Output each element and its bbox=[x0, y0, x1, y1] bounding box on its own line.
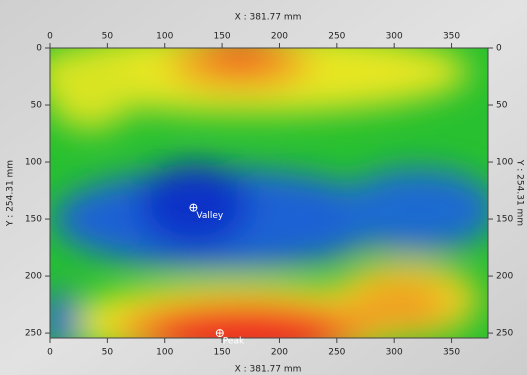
x-tick-label-bottom: 350 bbox=[443, 348, 460, 358]
y-axis-title-left: Y : 254.31 mm bbox=[6, 160, 16, 227]
x-tick-label-bottom: 0 bbox=[47, 348, 53, 358]
plot-frame bbox=[49, 47, 489, 339]
y-tick-label-right: 150 bbox=[496, 215, 513, 225]
y-tick-label-left: 50 bbox=[31, 101, 43, 111]
x-axis-title-bottom: X : 381.77 mm bbox=[235, 365, 302, 375]
annotation-label: Valley bbox=[196, 211, 224, 221]
x-tick-label-top: 200 bbox=[271, 32, 288, 42]
y-axis-title-right: Y : 254.31 mm bbox=[515, 159, 525, 226]
y-tick-label-left: 0 bbox=[36, 44, 42, 54]
x-tick-label-top: 100 bbox=[156, 32, 173, 42]
x-tick-label-bottom: 150 bbox=[213, 348, 230, 358]
y-tick-label-right: 200 bbox=[496, 272, 513, 282]
x-tick-label-bottom: 250 bbox=[328, 348, 345, 358]
x-tick-label-bottom: 200 bbox=[271, 348, 288, 358]
annotation-marker bbox=[215, 329, 224, 338]
x-tick-label-top: 0 bbox=[47, 32, 53, 42]
y-tick-label-left: 150 bbox=[25, 215, 42, 225]
x-tick-label-top: 150 bbox=[213, 32, 230, 42]
x-tick-label-bottom: 100 bbox=[156, 348, 173, 358]
x-axis-title-top: X : 381.77 mm bbox=[235, 13, 302, 23]
annotation-label: Peak bbox=[223, 337, 245, 347]
y-tick-label-right: 0 bbox=[496, 44, 502, 54]
y-tick-label-right: 100 bbox=[496, 158, 513, 168]
x-tick-label-top: 50 bbox=[102, 32, 114, 42]
x-tick-label-top: 350 bbox=[443, 32, 460, 42]
y-tick-label-left: 250 bbox=[25, 329, 42, 339]
annotation-marker bbox=[189, 203, 198, 212]
y-tick-label-left: 200 bbox=[25, 272, 42, 282]
x-tick-label-top: 300 bbox=[386, 32, 403, 42]
x-tick-label-top: 250 bbox=[328, 32, 345, 42]
x-tick-label-bottom: 300 bbox=[386, 348, 403, 358]
x-tick-label-bottom: 50 bbox=[102, 348, 114, 358]
y-tick-label-left: 100 bbox=[25, 158, 42, 168]
heatmap bbox=[50, 48, 488, 338]
y-tick-label-right: 250 bbox=[496, 329, 513, 339]
y-tick-label-right: 50 bbox=[496, 101, 508, 111]
